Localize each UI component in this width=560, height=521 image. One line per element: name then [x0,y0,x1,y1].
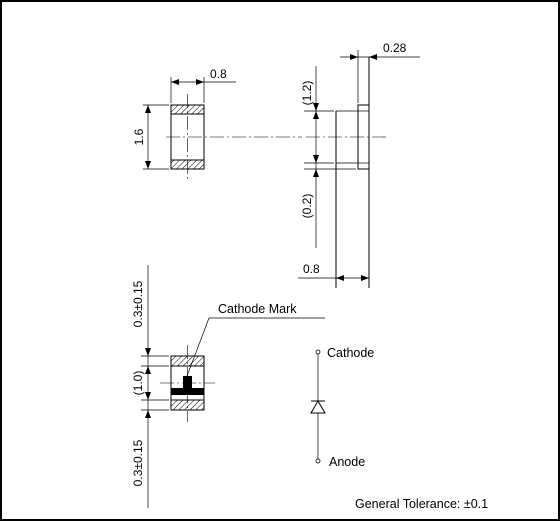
dim-side-upper: (1.2) [300,81,314,106]
dim-side-thickness: 0.28 [383,41,407,55]
anode-label: Anode [329,455,365,469]
bottom-view: Cathode Mark 0.3±0.15 (1.0) 0.3±0.15 [131,265,325,508]
anode-terminal [315,458,321,464]
dim-side-lower: (0.2) [300,194,314,219]
dim-bottom-middle: (1.0) [131,371,145,396]
side-view: 0.28 (1.2) (0.2) 0.8 [298,41,420,288]
dim-bottom-top-margin: 0.3±0.15 [131,280,145,327]
cathode-mark-tab [183,376,192,388]
dim-top-width: 0.8 [210,67,227,81]
cathode-label: Cathode [327,346,374,360]
dim-bottom-bottom-margin: 0.3±0.15 [131,439,145,486]
diode-triangle [310,400,326,414]
cathode-terminal [315,349,321,355]
cathode-mark-label: Cathode Mark [218,302,297,316]
dim-side-length: 0.8 [303,262,320,276]
general-tolerance: General Tolerance: ±0.1 [355,497,488,511]
dim-top-height: 1.6 [132,128,146,145]
diode-symbol: Cathode Anode [310,346,374,469]
top-view: 0.8 1.6 [132,67,302,180]
